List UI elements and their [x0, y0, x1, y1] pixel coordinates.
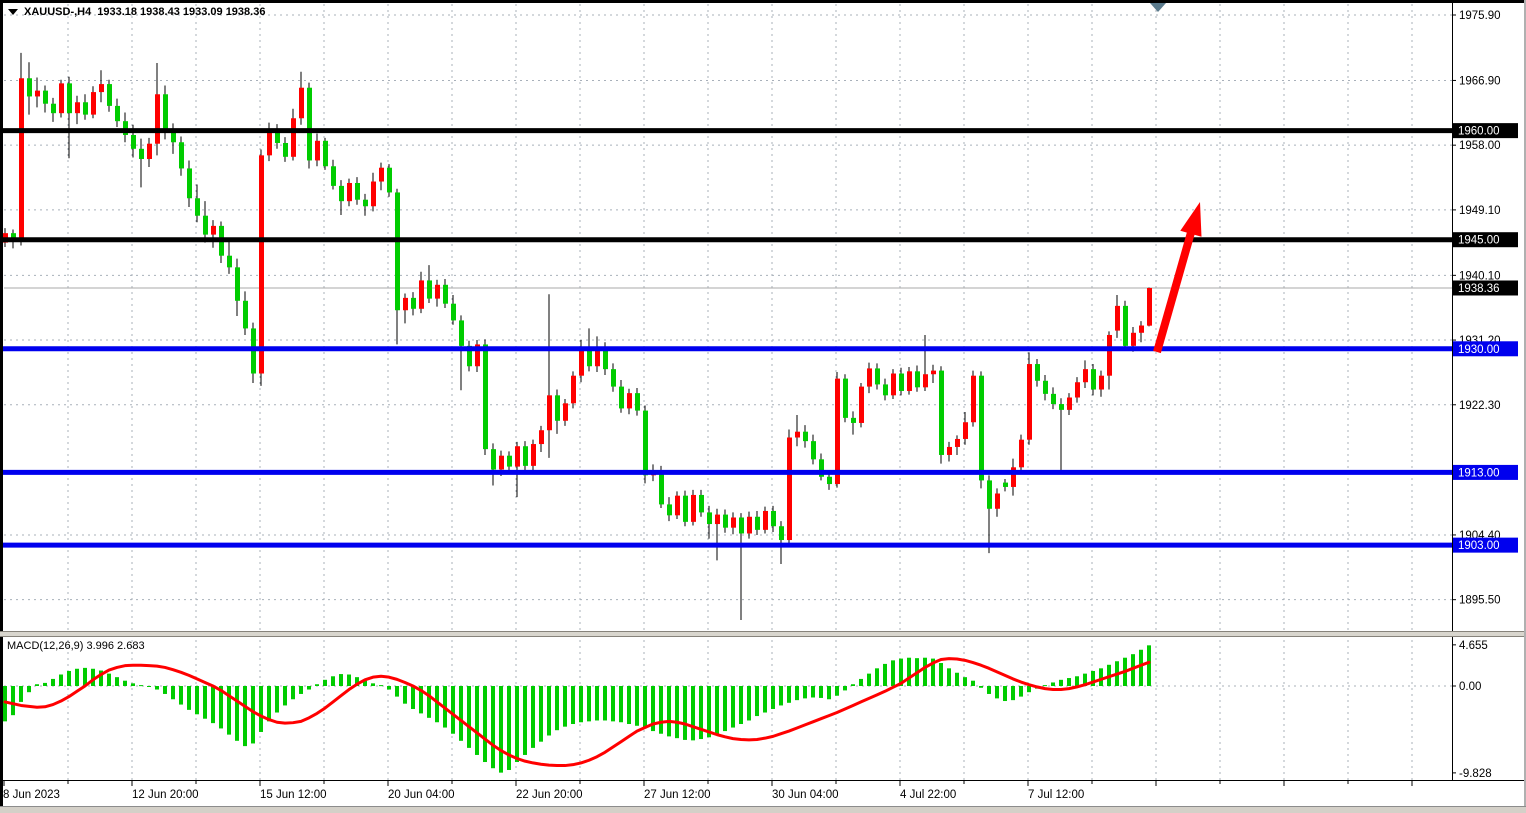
- macd-indicator-label: MACD(12,26,9) 3.996 2.683: [7, 640, 145, 652]
- svg-text:1895.50: 1895.50: [1459, 595, 1501, 607]
- svg-text:0.00: 0.00: [1459, 681, 1481, 693]
- macd-axis: 4.655 0.00 -9.828: [1452, 640, 1492, 780]
- svg-text:1945.00: 1945.00: [1458, 235, 1500, 247]
- grid-lines: [4, 4, 1452, 780]
- svg-text:1940.10: 1940.10: [1459, 270, 1501, 282]
- svg-text:1913.00: 1913.00: [1458, 467, 1500, 479]
- svg-text:1949.10: 1949.10: [1459, 205, 1501, 217]
- time-label: 22 Jun 20:00: [516, 789, 583, 801]
- window-bottom-strip: [0, 806, 1526, 813]
- time-label: 4 Jul 22:00: [900, 789, 956, 801]
- ohlc-readout: 1933.18 1938.43 1933.09 1938.36: [97, 6, 266, 18]
- chart-shift-marker-icon[interactable]: [1150, 3, 1166, 12]
- candles: [3, 52, 1152, 621]
- time-label: 12 Jun 20:00: [132, 789, 199, 801]
- svg-text:1958.00: 1958.00: [1459, 140, 1501, 152]
- svg-text:-9.828: -9.828: [1459, 768, 1492, 780]
- svg-text:4.655: 4.655: [1459, 640, 1488, 652]
- svg-text:1903.00: 1903.00: [1458, 540, 1500, 552]
- trend-arrow[interactable]: [1153, 202, 1202, 354]
- symbol-period-label: XAUUSD-,H4: [24, 6, 92, 18]
- time-label: 27 Jun 12:00: [644, 789, 711, 801]
- time-label: 7 Jul 12:00: [1028, 789, 1084, 801]
- time-label: 8 Jun 2023: [3, 789, 60, 801]
- price-box-1930.00: 1930.00: [1453, 341, 1518, 357]
- price-box-1945.00: 1945.00: [1453, 232, 1518, 248]
- svg-text:1938.36: 1938.36: [1458, 283, 1500, 295]
- time-label: 15 Jun 12:00: [260, 789, 327, 801]
- chart-title: XAUUSD-,H4 1933.18 1938.43 1933.09 1938.…: [8, 6, 265, 18]
- svg-text:1966.90: 1966.90: [1459, 75, 1501, 87]
- symbol-dropdown-icon[interactable]: [8, 9, 18, 15]
- svg-text:1960.00: 1960.00: [1458, 126, 1500, 138]
- time-label: 20 Jun 04:00: [388, 789, 455, 801]
- svg-text:1975.90: 1975.90: [1459, 10, 1501, 22]
- svg-text:1922.30: 1922.30: [1459, 400, 1501, 412]
- pane-splitter[interactable]: [0, 631, 1524, 637]
- price-box-1903.00: 1903.00: [1453, 537, 1518, 553]
- time-label: 30 Jun 04:00: [772, 789, 839, 801]
- time-axis: 8 Jun 2023 12 Jun 20:00 15 Jun 12:00 20 Jun…: [3, 781, 1413, 801]
- price-box-1960.00: 1960.00: [1453, 123, 1518, 139]
- price-box-1913.00: 1913.00: [1453, 464, 1518, 480]
- svg-text:1930.00: 1930.00: [1458, 344, 1500, 356]
- bid-price-box: 1938.36: [1453, 280, 1518, 296]
- macd-signal-line: [3, 657, 1151, 768]
